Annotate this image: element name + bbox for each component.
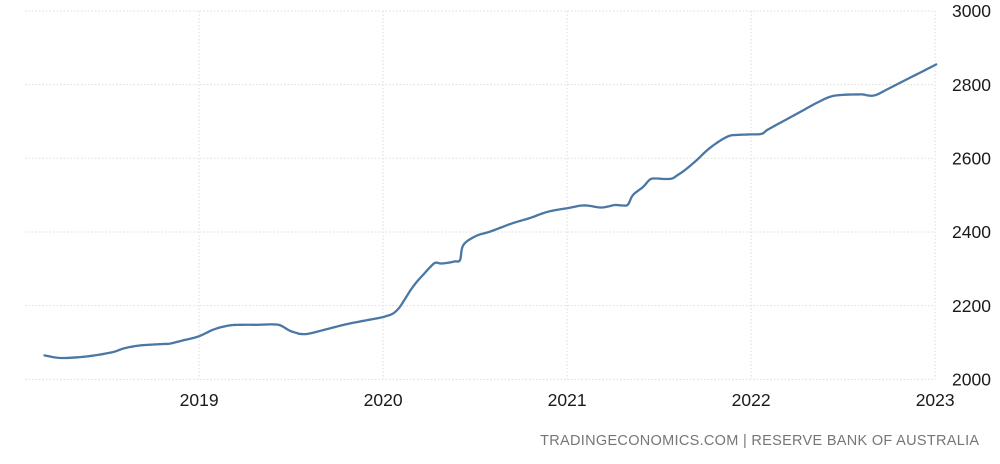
svg-text:2023: 2023 — [916, 390, 955, 410]
svg-text:2400: 2400 — [952, 222, 991, 242]
svg-text:2000: 2000 — [952, 370, 991, 390]
svg-text:3000: 3000 — [952, 1, 991, 21]
svg-text:2800: 2800 — [952, 75, 991, 95]
svg-text:2020: 2020 — [364, 390, 403, 410]
svg-text:2600: 2600 — [952, 149, 991, 169]
svg-text:2022: 2022 — [732, 390, 771, 410]
svg-text:2200: 2200 — [952, 296, 991, 316]
svg-text:TRADINGECONOMICS.COM | RESERVE: TRADINGECONOMICS.COM | RESERVE BANK OF A… — [540, 433, 979, 449]
svg-text:2019: 2019 — [180, 390, 219, 410]
svg-text:2021: 2021 — [548, 390, 587, 410]
